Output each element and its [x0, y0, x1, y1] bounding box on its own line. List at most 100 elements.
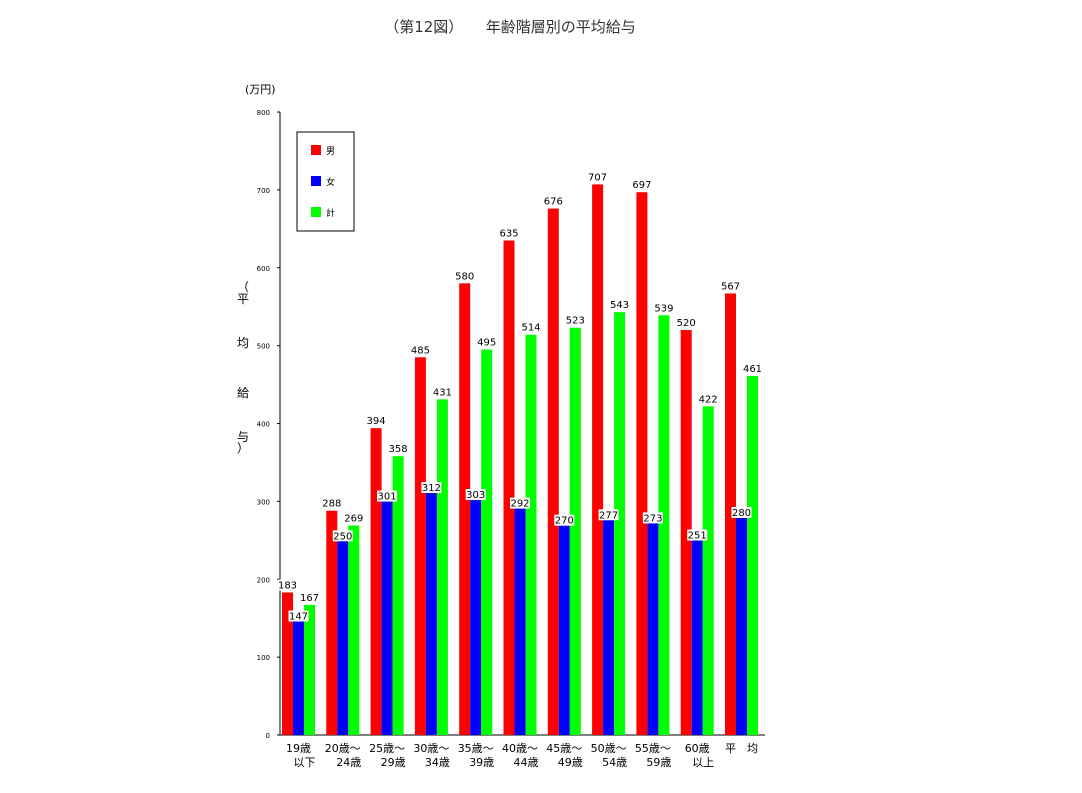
x-tick-label: 以下: [294, 756, 316, 769]
y-tick-label: 800: [257, 109, 270, 117]
bar: [514, 507, 526, 735]
data-label-bg: [421, 482, 442, 494]
legend-swatch: [311, 176, 321, 186]
data-label-bg: [631, 179, 652, 191]
data-label-bg: [698, 393, 719, 405]
data-label: 567: [721, 281, 740, 292]
x-tick-label: 49歳: [558, 756, 583, 769]
data-label: 292: [510, 499, 529, 510]
bar: [392, 456, 404, 735]
x-tick-label: 平 均: [725, 742, 758, 755]
bar: [337, 540, 349, 735]
data-label: 520: [677, 318, 696, 329]
data-label-bg: [321, 497, 342, 509]
data-label-bg: [454, 270, 475, 282]
data-label-bg: [521, 321, 541, 333]
data-label-bg: [720, 280, 741, 292]
y-tick-label: 0: [266, 732, 270, 740]
data-label-bg: [687, 529, 708, 541]
data-label-bg: [587, 171, 608, 183]
data-label: 312: [422, 483, 441, 494]
data-label: 147: [289, 612, 308, 623]
data-label-bg: [653, 302, 674, 314]
bar: [680, 330, 692, 735]
bar: [614, 312, 626, 735]
y-axis-label-char: ）: [237, 441, 249, 455]
x-tick-label: 以上: [692, 756, 714, 769]
bar: [658, 315, 670, 735]
bar: [525, 334, 537, 735]
data-label: 270: [555, 516, 574, 527]
bar: [436, 399, 448, 735]
y-tick-label: 700: [257, 187, 270, 195]
x-tick-label: 39歳: [469, 756, 494, 769]
y-axis-label-char: 与: [237, 430, 249, 444]
bar: [747, 375, 758, 735]
data-label: 250: [333, 531, 352, 542]
data-label-bg: [332, 530, 353, 542]
x-tick-label: 44歳: [514, 756, 539, 769]
data-label: 251: [688, 531, 707, 542]
data-label: 167: [300, 593, 319, 604]
x-tick-label: 55歳～: [635, 742, 671, 755]
data-label: 431: [433, 387, 452, 398]
data-label: 277: [599, 510, 618, 521]
legend-label: 計: [326, 207, 335, 219]
bar: [326, 510, 338, 735]
data-label-bg: [510, 497, 530, 509]
y-tick-label: 300: [257, 498, 270, 506]
data-label: 707: [588, 172, 607, 183]
data-label-bg: [499, 227, 519, 239]
data-label: 394: [367, 416, 386, 427]
data-label-bg: [742, 362, 763, 374]
y-axis-label-char: （: [237, 280, 249, 294]
x-tick-label: 59歳: [646, 756, 671, 769]
data-label-bg: [609, 299, 630, 311]
data-label-bg: [676, 317, 697, 329]
data-label: 303: [466, 490, 485, 501]
legend-swatch: [311, 207, 321, 217]
data-label: 183: [278, 580, 297, 591]
data-label: 358: [389, 444, 408, 455]
data-label-bg: [288, 610, 309, 622]
data-label-bg: [465, 489, 486, 501]
data-label-bg: [565, 314, 586, 326]
y-tick-label: 500: [257, 343, 270, 351]
y-tick-label: 200: [257, 576, 270, 584]
data-label-bg: [366, 415, 387, 427]
bar: [647, 522, 659, 735]
bar: [547, 208, 559, 735]
data-label-bg: [554, 514, 575, 526]
data-label-bg: [343, 512, 364, 524]
data-label: 514: [521, 323, 540, 334]
data-label: 543: [610, 300, 629, 311]
x-tick-label: 45歳～: [546, 742, 582, 755]
x-tick-label: 29歳: [381, 756, 406, 769]
data-label-bg: [377, 490, 398, 502]
data-label-bg: [388, 443, 409, 455]
bar: [725, 293, 736, 735]
data-label: 269: [344, 514, 363, 525]
y-axis-label-char: 均: [237, 336, 249, 350]
data-label-bg: [299, 591, 320, 603]
bar: [592, 184, 604, 735]
x-tick-label: 50歳～: [591, 742, 627, 755]
x-tick-label: 25歳～: [369, 742, 405, 755]
legend-swatch: [311, 145, 321, 155]
data-label: 301: [378, 492, 397, 503]
data-label-bg: [543, 195, 564, 207]
data-label: 288: [322, 499, 341, 510]
data-label-bg: [476, 336, 497, 348]
data-label-bg: [731, 506, 752, 518]
bar: [304, 604, 315, 735]
data-label: 523: [566, 316, 585, 327]
bar: [481, 349, 493, 735]
data-label: 461: [743, 364, 762, 375]
unit-label: (万円): [245, 83, 276, 96]
data-label-bg: [598, 509, 619, 521]
data-label-bg: [642, 512, 663, 524]
x-tick-label: 54歳: [602, 756, 627, 769]
y-tick-label: 100: [257, 654, 270, 662]
x-tick-label: 60歳: [685, 742, 710, 755]
